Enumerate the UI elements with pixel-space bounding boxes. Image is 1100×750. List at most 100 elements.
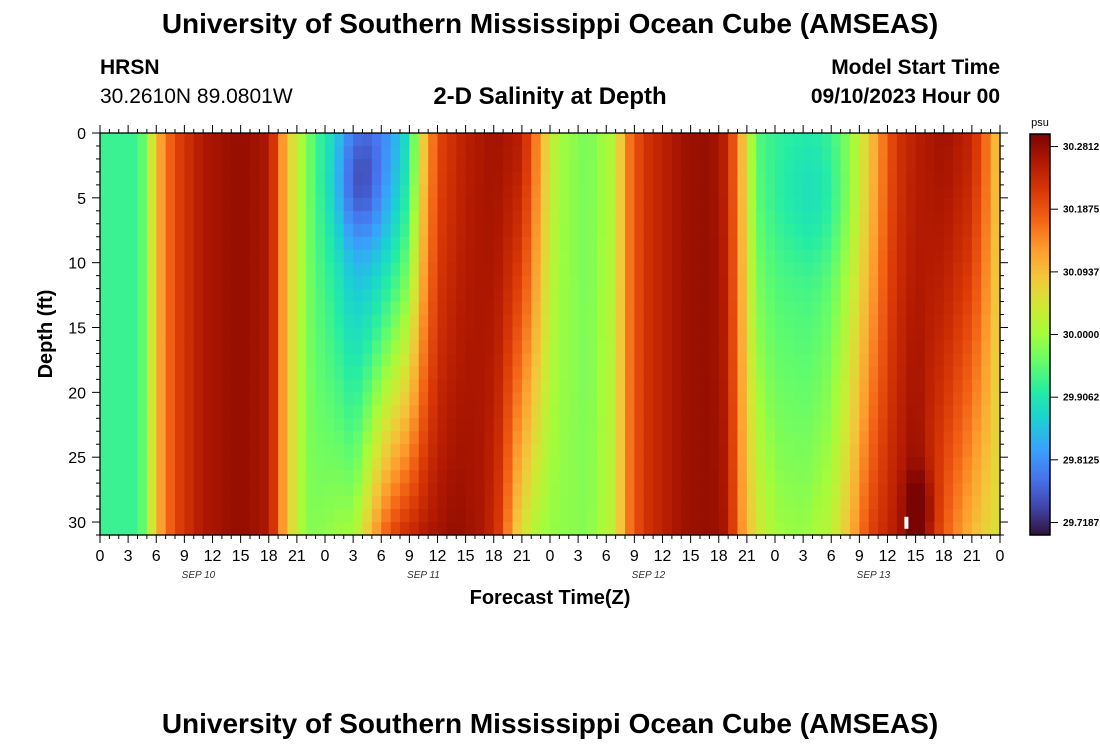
heatmap-cell [428, 327, 439, 342]
heatmap-cell [962, 483, 973, 497]
heatmap-cell [559, 223, 570, 238]
heatmap-cell [325, 340, 335, 355]
heatmap-cell [409, 145, 420, 160]
heatmap-cell [812, 392, 823, 406]
heatmap-cell [634, 496, 645, 510]
heatmap-cell [175, 223, 185, 238]
heatmap-cell [596, 392, 607, 406]
heatmap-cell [906, 509, 917, 523]
heatmap-cell [718, 522, 729, 536]
heatmap-cell [512, 301, 523, 316]
heatmap-cell [550, 392, 560, 406]
heatmap-cell [128, 197, 139, 212]
heatmap-cell [568, 197, 579, 212]
heatmap-cell [343, 288, 354, 303]
heatmap-cell [493, 133, 504, 147]
heatmap-cell [428, 301, 439, 316]
heatmap-cell [990, 366, 1001, 380]
heatmap-cell [306, 184, 317, 199]
heatmap-cell [578, 262, 589, 277]
heatmap-cell [887, 340, 898, 355]
heatmap-cell [465, 314, 476, 329]
heatmap-cell [428, 496, 439, 510]
heatmap-cell [831, 483, 842, 497]
heatmap-cell [896, 314, 907, 329]
heatmap-cell [353, 470, 364, 484]
heatmap-cell [475, 158, 485, 173]
heatmap-cell [662, 522, 673, 536]
heatmap-cell [212, 483, 223, 497]
heatmap-cell [465, 184, 476, 199]
heatmap-cell [775, 418, 785, 432]
heatmap-cell [353, 133, 364, 147]
heatmap-cell [625, 327, 635, 342]
heatmap-cell [756, 184, 767, 199]
heatmap-cell [325, 379, 335, 393]
heatmap-cell [606, 249, 617, 264]
heatmap-cell [596, 223, 607, 238]
heatmap-cell [503, 171, 514, 186]
heatmap-cell [540, 133, 551, 147]
heatmap-cell [700, 197, 710, 212]
heatmap-cell [118, 262, 129, 277]
heatmap-cell [362, 522, 373, 536]
heatmap-cell [962, 145, 973, 160]
heatmap-cell [746, 210, 757, 225]
heatmap-cell [981, 314, 992, 329]
heatmap-cell [193, 496, 204, 510]
heatmap-cell [203, 314, 214, 329]
heatmap-cell [484, 444, 495, 458]
heatmap-cell [475, 236, 485, 251]
heatmap-cell [268, 197, 279, 212]
heatmap-cell [175, 197, 185, 212]
heatmap-cell [325, 353, 335, 368]
heatmap-cell [690, 236, 701, 251]
heatmap-cell [671, 184, 682, 199]
heatmap-cell [175, 288, 185, 303]
heatmap-cell [221, 314, 232, 329]
heatmap-cell [906, 197, 917, 212]
heatmap-cell [390, 145, 401, 160]
model-start-value: 09/10/2023 Hour 00 [810, 85, 1000, 108]
heatmap-cell [868, 314, 879, 329]
heatmap-cell [128, 418, 139, 432]
heatmap-cell [568, 327, 579, 342]
heatmap-cell [746, 275, 757, 290]
heatmap-cell [512, 262, 523, 277]
heatmap-cell [521, 236, 532, 251]
heatmap-cell [746, 483, 757, 497]
heatmap-cell [709, 470, 720, 484]
heatmap-cell [531, 522, 542, 536]
heatmap-cell [634, 171, 645, 186]
heatmap-cell [728, 275, 739, 290]
heatmap-cell [175, 470, 185, 484]
heatmap-cell [615, 392, 626, 406]
heatmap-cell [990, 249, 1001, 264]
heatmap-cell [221, 496, 232, 510]
heatmap-cell [578, 171, 589, 186]
heatmap-cell [465, 483, 476, 497]
heatmap-cell [934, 379, 945, 393]
heatmap-cell [737, 366, 748, 380]
heatmap-cell [981, 275, 992, 290]
heatmap-cell [175, 210, 185, 225]
heatmap-cell [653, 301, 664, 316]
heatmap-cell [400, 496, 410, 510]
heatmap-cell [146, 210, 157, 225]
heatmap-cell [390, 249, 401, 264]
heatmap-cell [615, 522, 626, 536]
heatmap-cell [137, 366, 148, 380]
heatmap-cell [953, 288, 964, 303]
heatmap-cell [268, 509, 279, 523]
heatmap-cell [221, 301, 232, 316]
heatmap-cell [278, 470, 289, 484]
heatmap-cell [887, 379, 898, 393]
heatmap-cell [662, 470, 673, 484]
heatmap-cell [596, 431, 607, 445]
heatmap-cell [793, 171, 804, 186]
heatmap-cell [906, 327, 917, 342]
heatmap-cell [390, 275, 401, 290]
heatmap-cell [231, 275, 242, 290]
heatmap-cell [925, 353, 935, 368]
